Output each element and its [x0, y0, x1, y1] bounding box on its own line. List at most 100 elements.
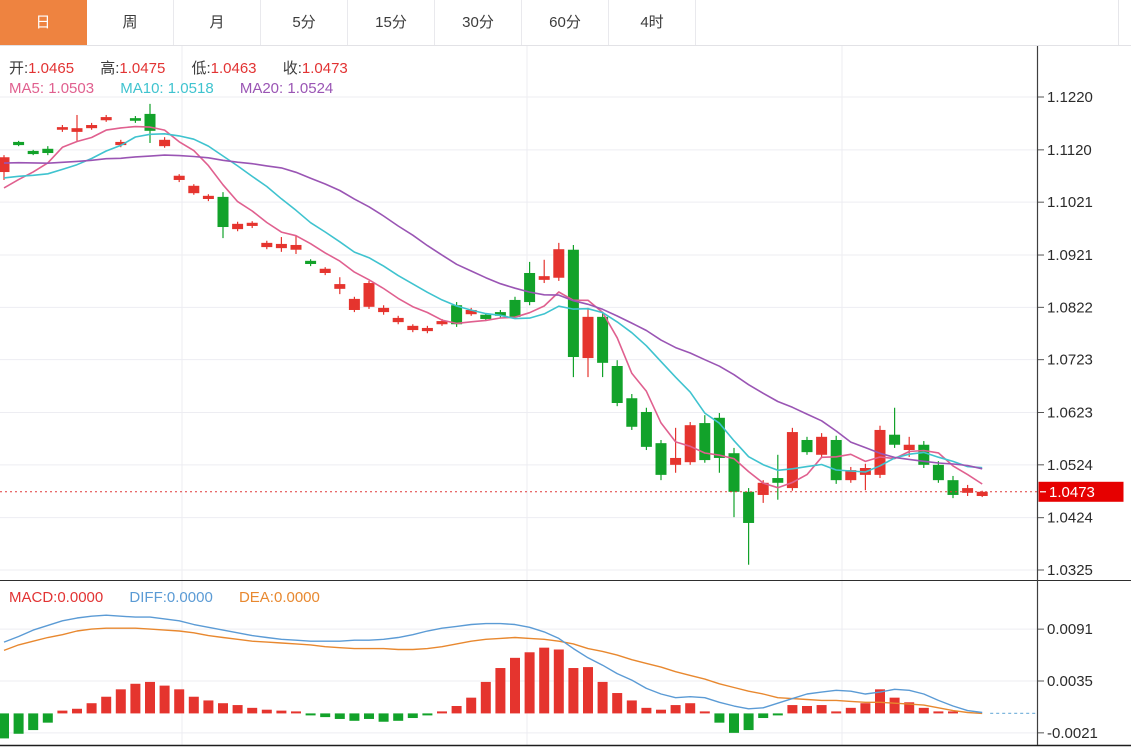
candle-body: [524, 272, 536, 303]
macd-legend: MACD:0.0000 DIFF:0.0000 DEA:0.0000: [9, 589, 342, 606]
candle-body: [655, 443, 667, 475]
price-axis-label: 1.0921: [1047, 247, 1093, 264]
macd-bar: [145, 681, 155, 714]
macd-bar: [597, 681, 608, 714]
macd-bar: [714, 713, 725, 723]
candle-body: [305, 260, 317, 265]
macd-bar: [860, 703, 871, 714]
tab-week[interactable]: 周: [87, 0, 174, 45]
candle-body: [71, 128, 83, 132]
macd-bar: [305, 713, 316, 716]
candle-body: [480, 314, 492, 319]
ohlc-legend: 开:1.0465 高:1.0475 低:1.0463 收:1.0473: [9, 57, 370, 78]
candle-body: [27, 150, 39, 155]
diff-line: [3, 614, 983, 714]
price-axis-label: 1.1021: [1047, 194, 1093, 211]
tab-month[interactable]: 月: [174, 0, 261, 45]
macd-axis-label: 0.0035: [1047, 673, 1093, 690]
candle-body: [86, 125, 98, 129]
price-axis-label: 1.0325: [1047, 562, 1093, 579]
ma-legend: MA5: 1.0503 MA10: 1.0518 MA20: 1.0524: [9, 80, 355, 97]
macd-bar: [510, 657, 520, 714]
macd-bar: [626, 700, 637, 714]
tab-day[interactable]: 日: [0, 0, 87, 45]
macd-bar: [480, 681, 491, 714]
candle-body: [129, 118, 141, 121]
tab-15min[interactable]: 15分: [348, 0, 435, 45]
candle-body: [436, 321, 448, 325]
macd-bar: [334, 713, 345, 719]
macd-bar: [612, 693, 623, 714]
candle-body: [889, 434, 901, 445]
price-axis-label: 1.0524: [1047, 457, 1093, 474]
macd-bar: [524, 652, 535, 714]
candle-body: [743, 491, 755, 523]
low-value: 低:1.0463: [191, 60, 257, 77]
candle-body: [465, 309, 477, 315]
macd-bar: [378, 713, 389, 722]
tab-30min[interactable]: 30分: [435, 0, 522, 45]
candle-body: [451, 305, 463, 325]
high-value: 高:1.0475: [100, 60, 166, 77]
macd-bar: [72, 708, 82, 714]
candle-body: [670, 457, 682, 465]
price-axis-label: 1.0623: [1047, 405, 1093, 422]
macd-bar: [364, 713, 374, 719]
macd-axis: 0.0091 0.0035 -0.0021: [1038, 621, 1098, 742]
macd-bar: [349, 713, 360, 721]
candle-body: [538, 276, 550, 280]
macd-bar: [437, 711, 447, 714]
tab-4hour[interactable]: 4时: [609, 0, 696, 45]
gridlines: [0, 46, 1037, 745]
macd-bar: [28, 713, 39, 731]
macd-bar: [729, 713, 739, 733]
macd-bar: [583, 667, 593, 714]
candle-body: [407, 325, 419, 331]
macd-bar: [130, 683, 141, 714]
macd-bar: [918, 707, 929, 714]
macd-bar: [247, 707, 258, 714]
tab-5min[interactable]: 5分: [261, 0, 348, 45]
price-axis-label: 1.0424: [1047, 510, 1093, 527]
candle-body: [816, 436, 828, 455]
candle-body: [772, 478, 784, 483]
ma10-line: [3, 133, 983, 473]
macd-bar: [451, 705, 462, 714]
macd-bar: [276, 710, 287, 714]
macd-bar: [875, 689, 885, 714]
open-value: 开:1.0465: [9, 60, 75, 77]
macd-bar: [42, 713, 53, 723]
candle-body: [684, 425, 696, 463]
candle-body: [553, 249, 565, 278]
macd-bar: [845, 707, 856, 714]
macd-bar: [656, 709, 666, 714]
diff-value: DIFF:0.0000: [129, 589, 213, 606]
macd-bar: [393, 713, 404, 721]
macd-histogram: [0, 647, 958, 739]
macd-bar: [101, 696, 112, 714]
candle-body: [42, 148, 54, 154]
macd-bar: [407, 713, 418, 719]
candle-body: [378, 307, 390, 313]
price-axis-label: 1.1220: [1047, 89, 1093, 106]
candle-body: [582, 316, 594, 359]
macd-bar: [115, 689, 126, 714]
macd-bar: [422, 713, 433, 716]
candle-body: [699, 423, 711, 461]
candle-body: [845, 470, 857, 481]
macd-bar: [13, 713, 24, 734]
candle-body: [348, 298, 360, 310]
macd-bar: [261, 709, 272, 714]
macd-bar: [743, 713, 754, 731]
candle-body: [494, 312, 506, 316]
macd-bar: [495, 668, 506, 714]
candle-body: [567, 249, 579, 358]
macd-bar: [86, 703, 97, 714]
candle-body: [509, 299, 521, 317]
tab-60min[interactable]: 60分: [522, 0, 609, 45]
candle-body: [597, 316, 609, 363]
macd-bar: [232, 705, 243, 714]
candle-body: [830, 439, 842, 481]
candle-body: [728, 453, 740, 492]
